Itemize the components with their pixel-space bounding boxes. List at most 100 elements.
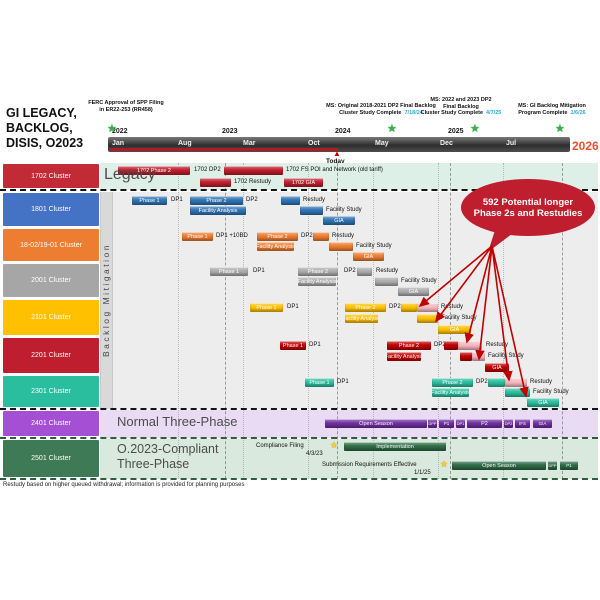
gantt-bar: Phase 2: [345, 303, 386, 312]
bar-text-label: Facility Study: [533, 389, 569, 395]
bar-text-label: Facility Study: [488, 353, 524, 359]
bar-text-label: 1/1/25: [414, 470, 431, 476]
page-title-line: BACKLOG,: [6, 121, 73, 135]
gantt-bar: Facility Analysis: [257, 242, 294, 251]
section-label-o2023-line2: Three-Phase: [117, 457, 190, 471]
bar-text-label: Restudy: [530, 379, 553, 385]
year-label: 2025: [448, 128, 464, 135]
year-label: 2023: [222, 128, 238, 135]
gantt-bar-extension: [505, 378, 527, 387]
month-label: May: [375, 140, 389, 147]
gantt-bar: Facility Analysis: [432, 388, 469, 397]
milestone-text-line: MS: GI Backlog Mitigation: [518, 103, 586, 109]
milestone-text-line: FERC Approval of SPP Filing: [88, 100, 164, 106]
gantt-bar: [375, 277, 398, 286]
gantt-bar: [460, 352, 472, 361]
gantt-bar: Phase 1: [250, 303, 283, 312]
bar-text-label: DP2: [476, 379, 488, 385]
gantt-bar: GIA: [398, 287, 429, 296]
month-gridline: [438, 163, 439, 479]
bar-text-label: 1702 FS POI and Network (old tariff): [286, 167, 383, 173]
progress-line: [110, 148, 338, 151]
milestone-text-line: Cluster Study Complete: [420, 110, 484, 116]
bar-text-label: Restudy: [376, 268, 399, 274]
gantt-bar: Phase 2: [432, 378, 473, 387]
section-label-legacy: Legacy: [104, 166, 156, 183]
gantt-bar: Phase 1: [305, 378, 334, 387]
milestone-text: FERC Approval of SPP Filing in ER22-253 (…: [81, 100, 171, 113]
milestone-star-icon: ★: [555, 123, 565, 135]
gantt-bar: [224, 166, 283, 175]
gantt-bar: DPP: [548, 461, 557, 470]
gantt-bar: Open Season: [325, 419, 427, 428]
gantt-bar: [329, 242, 353, 251]
bar-text-label: DP2: [246, 197, 258, 203]
bar-text-label: DP1: [287, 304, 299, 310]
cluster-label: 2401 Cluster: [3, 411, 99, 436]
gantt-bar: GIA: [533, 419, 552, 428]
gantt-bar: [444, 341, 458, 350]
dashed-separator-green: [0, 478, 598, 480]
bar-text-label: DP1 +10BD: [216, 233, 248, 239]
milestone-date: 1/6/26: [570, 109, 586, 116]
bar-text-label: Compliance Filing: [256, 443, 304, 449]
gantt-bar: 1702 Phase 2: [118, 166, 190, 175]
milestone-star-icon: ★: [470, 123, 480, 135]
gantt-bar: Facility Analysis: [190, 206, 246, 215]
year-gridline: [337, 163, 338, 479]
gantt-bar: [401, 303, 417, 312]
bar-text-label: Facility Study: [326, 207, 362, 213]
milestone-text-line: Final Backlog: [443, 103, 479, 110]
gantt-bar: Phase 2: [190, 196, 243, 205]
gantt-bar: DP1: [456, 419, 465, 428]
gantt-bar: GIA: [485, 363, 509, 372]
gantt-bar: IFS: [515, 419, 530, 428]
bar-text-label: DP1: [171, 197, 183, 203]
cluster-label: 2201 Cluster: [3, 338, 99, 373]
gantt-bar: Phase 2: [298, 267, 338, 276]
gantt-bar-extension: [472, 352, 485, 361]
gantt-bar: 1702 GIA: [284, 178, 323, 187]
month-label: Aug: [178, 140, 192, 147]
gantt-bar: P1: [439, 419, 454, 428]
gantt-bar: [313, 232, 329, 241]
event-star-icon: ★: [330, 440, 339, 450]
bar-text-label: Restudy: [332, 233, 355, 239]
gantt-bar: Open Season: [452, 461, 546, 470]
gantt-bar: GIA: [438, 325, 471, 334]
month-gridline: [178, 163, 179, 479]
gantt-bar: GIA: [527, 398, 559, 407]
page-title-line: DISIS, O2023: [6, 136, 84, 150]
gantt-bar: [200, 178, 231, 187]
gantt-bar: Facility Analysis: [298, 277, 336, 286]
milestone-text: MS: 2022 and 2023 DP2 Final Backlog Cluste…: [415, 97, 507, 117]
month-label: Jul: [506, 140, 517, 147]
year-gridline: [225, 163, 226, 479]
today-marker: ▲: [333, 149, 341, 158]
cluster-label: 2501 Cluster: [3, 440, 99, 477]
gantt-bar: [505, 388, 530, 397]
cluster-label: 2301 Cluster: [3, 376, 99, 407]
bar-text-label: 1702 DP2: [194, 167, 221, 173]
event-star-icon: ★: [440, 459, 449, 469]
gantt-bar: GIA: [353, 252, 384, 261]
milestone-text-line: Cluster Study Complete: [339, 109, 402, 116]
section-label-normal-three-phase: Normal Three-Phase: [117, 414, 238, 429]
gantt-bar: Phase 2: [257, 232, 298, 241]
bar-text-label: DP2: [389, 304, 401, 310]
page-title: GI LEGACY, BACKLOG, DISIS, O2023: [6, 106, 83, 151]
bar-text-label: 4/3/23: [306, 451, 323, 457]
section-label-backlog-mitigation: Backlog Mitigation: [100, 192, 113, 409]
bar-text-label: DP2: [434, 342, 446, 348]
bar-text-label: Facility Study: [441, 315, 477, 321]
gantt-bar: Facility Analysis: [345, 314, 378, 323]
year-gridline: [562, 163, 563, 479]
gantt-bar: Phase 1: [280, 341, 306, 350]
gantt-bar-extension: [458, 341, 482, 350]
bar-text-label: DP1: [337, 379, 349, 385]
gantt-bar: [281, 196, 300, 205]
gantt-bar: [488, 378, 505, 387]
cluster-label: 18-02/19-01 Cluster: [3, 229, 99, 261]
gantt-bar: Implementation: [344, 442, 446, 451]
